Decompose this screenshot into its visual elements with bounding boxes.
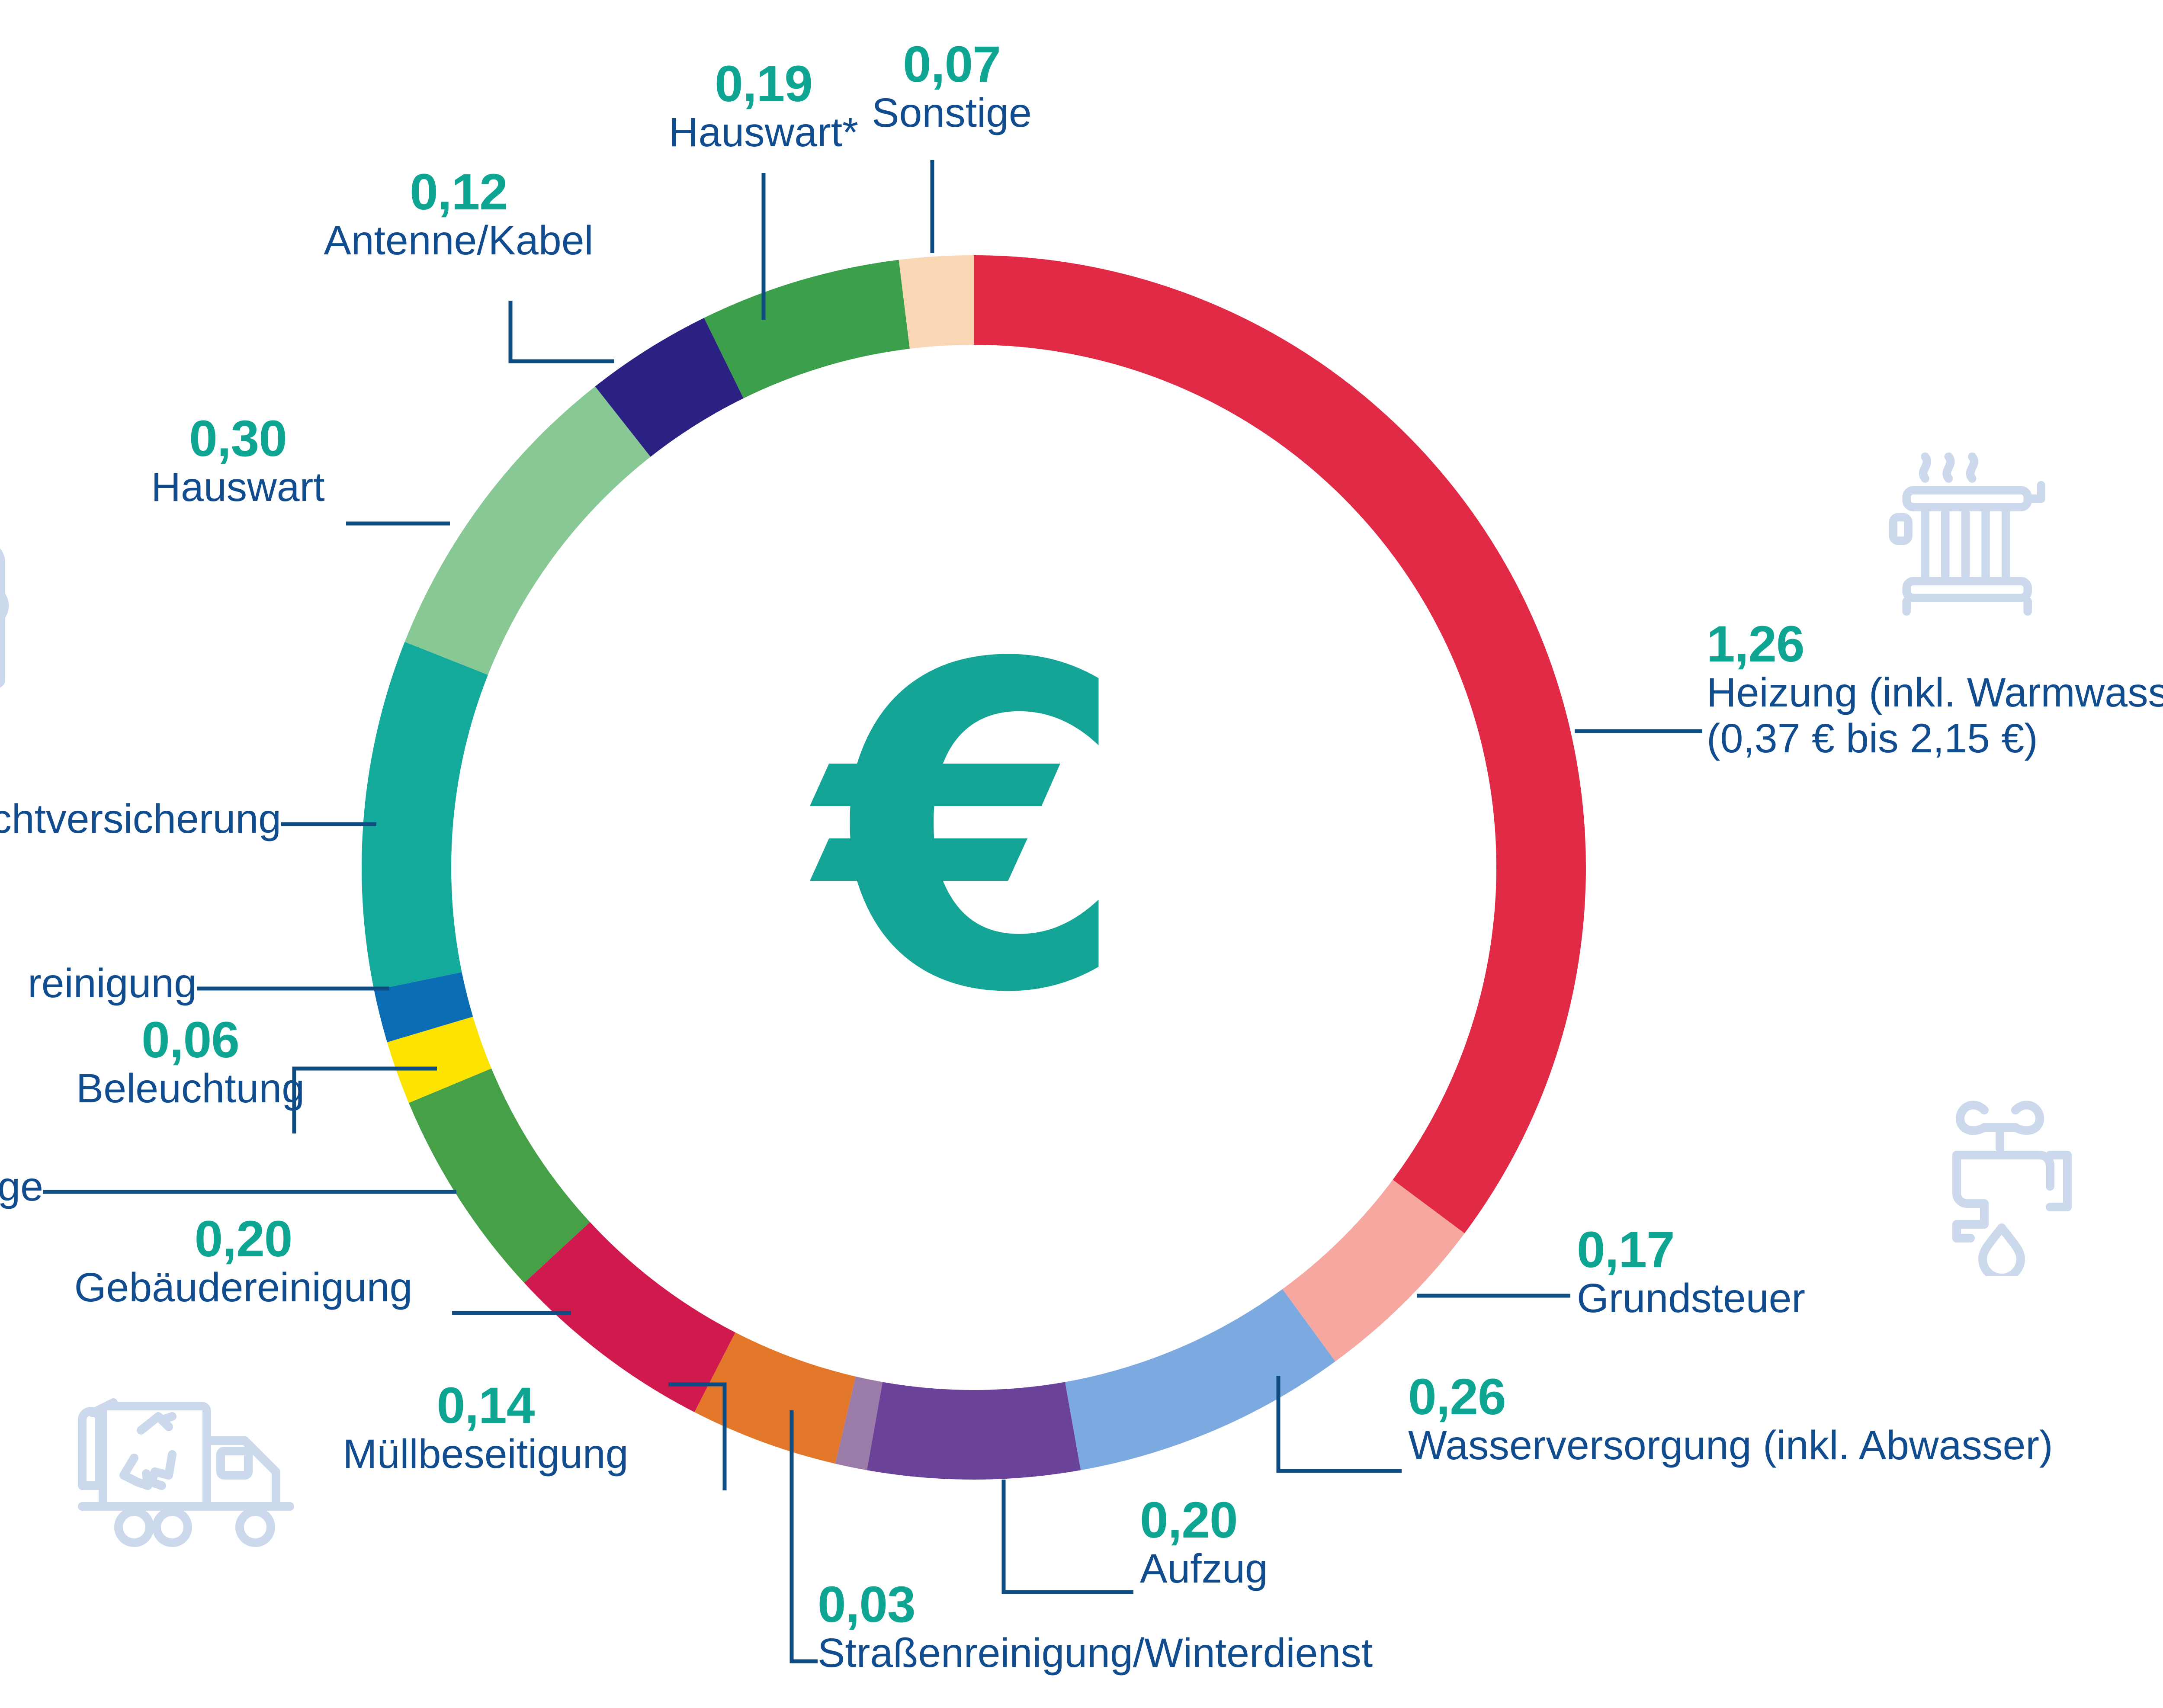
donut-slice <box>374 972 473 1043</box>
callout-grundsteuer: 0,17 Grundsteuer <box>1577 1224 1901 1321</box>
callout-muellbeseitigung-value: 0,14 <box>436 1377 535 1434</box>
callout-strassenreinigung-value: 0,03 <box>818 1576 916 1633</box>
callout-strassenreinigung-label: Straßenreinigung/Winterdienst <box>818 1630 1373 1676</box>
callout-heizung: 1,26 Heizung (inkl. Warmwasser) (0,37 € … <box>1707 619 2163 762</box>
callout-hauswart: 0,30 Hauswart <box>130 413 346 510</box>
faucet-drip-icon <box>1919 1086 2109 1276</box>
donut-slice <box>1282 1179 1465 1361</box>
donut-slice <box>595 318 744 457</box>
callout-sonstige-value: 0,07 <box>903 36 1001 93</box>
callout-strassenreinigung: 0,03 Straßenreinigung/Winterdienst <box>818 1579 1467 1676</box>
callout-ge: ge <box>0 1164 43 1210</box>
garbage-truck-icon <box>65 1389 307 1553</box>
callout-hauswart-star: 0,19 Hauswart* <box>658 58 870 155</box>
protecting-hands-icon <box>0 510 143 813</box>
callout-muellbeseitigung: 0,14 Müllbeseitigung <box>303 1380 668 1477</box>
callout-wasserversorgung-value: 0,26 <box>1408 1368 1506 1425</box>
callout-reinigung-label: reinigung <box>28 960 197 1006</box>
donut-slice <box>1065 1289 1335 1470</box>
donut-slice <box>524 1222 735 1413</box>
callout-beleuchtung-label: Beleuchtung <box>76 1066 305 1111</box>
radiator-icon <box>1869 450 2072 632</box>
callout-heizung-sublabel: (0,37 € bis 2,15 €) <box>1707 716 2038 762</box>
callout-sonstige: 0,07 Sonstige <box>861 39 1043 136</box>
callout-heizung-value: 1,26 <box>1707 616 1805 673</box>
callout-heizung-label: Heizung (inkl. Warmwasser) <box>1707 670 2163 716</box>
donut-slice <box>404 386 651 675</box>
donut-slice <box>974 255 1586 1233</box>
callout-gebaeudereinigung-value: 0,20 <box>194 1210 293 1268</box>
donut-slice <box>835 1376 883 1470</box>
callout-grundsteuer-label: Grundsteuer <box>1577 1275 1806 1321</box>
callout-hauswart-star-value: 0,19 <box>715 55 813 112</box>
callout-beleuchtung: 0,06 Beleuchtung <box>56 1015 324 1111</box>
callout-aufzug-label: Aufzug <box>1140 1546 1268 1592</box>
euro-symbol: € <box>818 571 1129 1090</box>
callout-muellbeseitigung-label: Müllbeseitigung <box>343 1431 629 1477</box>
donut-slice <box>408 1068 590 1283</box>
callout-gebaeudereinigung-label: Gebäudereinigung <box>74 1265 413 1310</box>
callout-sonstige-label: Sonstige <box>872 90 1032 136</box>
callout-antenne-kabel-label: Antenne/Kabel <box>324 218 594 263</box>
donut-slice <box>704 260 910 398</box>
callout-wasserversorgung: 0,26 Wasserversorgung (inkl. Abwasser) <box>1408 1371 2163 1468</box>
callout-versicherung: chtversicherung <box>0 796 281 842</box>
callout-wasserversorgung-label: Wasserversorgung (inkl. Abwasser) <box>1408 1422 2053 1468</box>
callout-grundsteuer-value: 0,17 <box>1577 1221 1675 1278</box>
donut-slice <box>361 642 488 990</box>
callout-hauswart-star-label: Hauswart* <box>668 109 859 155</box>
callout-reinigung: reinigung <box>0 960 197 1006</box>
callout-antenne-kabel: 0,12 Antenne/Kabel <box>303 167 614 263</box>
donut-slice <box>866 1382 1081 1480</box>
callout-gebaeudereinigung: 0,20 Gebäudereinigung <box>35 1214 452 1310</box>
callout-hauswart-value: 0,30 <box>189 410 287 467</box>
callout-hauswart-label: Hauswart <box>151 464 325 510</box>
callout-ge-label: ge <box>0 1164 43 1210</box>
callout-versicherung-label: chtversicherung <box>0 796 281 842</box>
callout-antenne-kabel-value: 0,12 <box>410 164 508 221</box>
callout-aufzug: 0,20 Aufzug <box>1140 1495 1382 1592</box>
callout-aufzug-value: 0,20 <box>1140 1492 1238 1549</box>
callout-beleuchtung-value: 0,06 <box>141 1011 240 1069</box>
donut-slice <box>899 255 974 349</box>
